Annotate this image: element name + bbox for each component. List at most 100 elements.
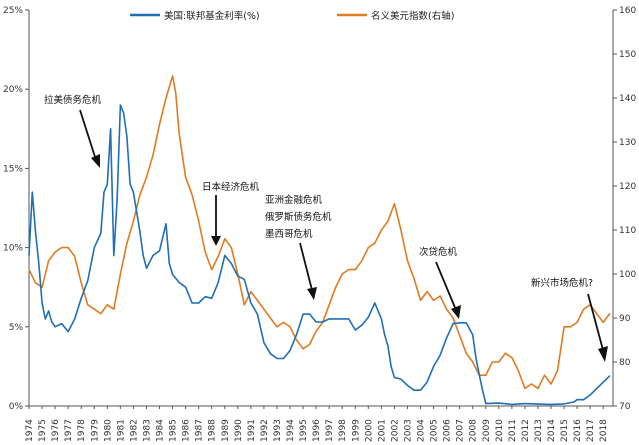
x-tick-label: 1988 — [208, 419, 218, 442]
fed-funds-point — [322, 321, 324, 323]
left-tick-label: 0% — [9, 402, 24, 412]
fed-funds-point — [44, 318, 46, 320]
fed-funds-point — [116, 199, 118, 201]
dollar-index-point — [152, 154, 154, 156]
fed-funds-point — [335, 318, 337, 320]
dollar-index-point — [139, 194, 141, 196]
x-tick-label: 2000 — [364, 419, 374, 442]
x-tick-label: 2001 — [377, 419, 387, 442]
x-tick-label: 2002 — [390, 419, 400, 442]
fed-funds-point — [158, 250, 161, 252]
left-tick-label: 5% — [9, 323, 24, 333]
fed-funds-point — [384, 334, 386, 336]
x-tick-label: 1979 — [90, 419, 100, 442]
series-line-fed-funds-rate — [28, 104, 611, 406]
dollar-index-point — [295, 339, 298, 341]
fed-funds-point — [54, 326, 56, 328]
fed-funds-point — [191, 302, 193, 304]
fed-funds-point — [315, 321, 317, 323]
fed-funds-point — [498, 402, 500, 404]
fed-funds-point — [31, 191, 33, 193]
left-tick-label: 20% — [3, 85, 23, 95]
dollar-index-point — [165, 97, 167, 99]
fed-funds-point — [282, 357, 285, 360]
x-tick-label: 1996 — [312, 419, 322, 442]
fed-funds-point — [295, 334, 298, 336]
dollar-index-point — [289, 326, 291, 328]
dollar-index-point — [119, 273, 121, 275]
fed-funds-point — [485, 403, 487, 405]
dollar-index-point — [576, 321, 578, 323]
x-tick-label: 2016 — [573, 419, 583, 442]
dollar-index-point — [387, 220, 389, 222]
x-tick-label: 1987 — [195, 419, 205, 442]
dollar-index-point — [132, 220, 134, 222]
fed-funds-point — [367, 316, 369, 318]
dollar-index-point — [498, 361, 500, 363]
x-tick-label: 2004 — [417, 419, 427, 442]
dollar-index-point — [524, 387, 526, 389]
fed-funds-point — [419, 389, 422, 391]
dollar-index-point — [328, 304, 330, 306]
fed-funds-point — [129, 183, 131, 185]
dollar-index-point — [28, 269, 30, 271]
annotation-arrow-asia — [299, 242, 313, 291]
right-axis-ticks: 70 80 90 100 110 120 130 140 150 160 — [613, 6, 636, 412]
dollar-index-point — [302, 348, 304, 350]
dollar-index-point — [406, 260, 409, 262]
dollar-index-point — [256, 299, 258, 301]
fed-funds-point — [211, 297, 213, 299]
dollar-index-point — [224, 238, 226, 240]
dollar-index-point — [34, 282, 37, 284]
dollar-index-point — [158, 123, 161, 125]
fed-funds-point — [119, 104, 121, 106]
fed-funds-point — [250, 302, 252, 304]
annotation-arrowhead-asia — [307, 287, 317, 300]
dollar-index-point — [243, 304, 245, 306]
fed-funds-point — [185, 286, 187, 288]
fed-funds-point — [563, 403, 565, 405]
dollar-index-point — [433, 299, 435, 301]
fed-funds-point — [354, 329, 356, 331]
right-tick-label: 150 — [619, 50, 636, 60]
x-tick-label: 2013 — [534, 419, 544, 442]
fed-funds-point — [289, 350, 291, 352]
fed-funds-point — [309, 313, 311, 315]
x-tick-label: 2006 — [443, 419, 453, 442]
annotation-arrow-subprime — [435, 261, 457, 311]
x-tick-label: 1984 — [156, 419, 166, 442]
fed-funds-point — [74, 318, 76, 320]
fed-funds-point — [61, 323, 63, 325]
fed-funds-point — [573, 401, 575, 403]
dollar-index-point — [250, 291, 252, 293]
dollar-index-point — [41, 286, 43, 288]
legend-label-dollar-index: 名义美元指数(右轴) — [371, 10, 454, 22]
x-tick-label: 2010 — [495, 419, 505, 442]
x-tick-label: 2014 — [547, 419, 557, 442]
dollar-index-point — [185, 176, 187, 178]
legend-label-fed-funds: 美国:联邦基金利率(%) — [164, 10, 260, 22]
right-tick-label: 130 — [619, 138, 636, 148]
dollar-index-point — [100, 313, 102, 315]
fed-funds-point — [224, 254, 226, 257]
x-tick-label: 1991 — [247, 419, 257, 442]
fed-funds-point — [132, 191, 134, 193]
fed-funds-point — [348, 318, 350, 320]
x-tick-label: 1992 — [260, 419, 270, 442]
right-tick-label: 80 — [619, 358, 631, 368]
fed-funds-point — [165, 223, 167, 225]
dollar-index-point — [361, 260, 363, 262]
fed-funds-point — [465, 322, 467, 324]
dollar-index-point — [602, 321, 604, 323]
fed-funds-point — [142, 254, 144, 257]
fed-funds-point — [263, 342, 265, 344]
dollar-index-point — [263, 308, 265, 310]
x-tick-label: 1975 — [38, 419, 48, 442]
fed-funds-point — [34, 231, 37, 233]
dollar-index-point — [178, 132, 180, 134]
annotation-arrowhead-japan — [211, 236, 221, 246]
fed-funds-point — [328, 318, 330, 320]
fed-funds-point — [28, 254, 30, 257]
fed-funds-point — [596, 388, 598, 390]
